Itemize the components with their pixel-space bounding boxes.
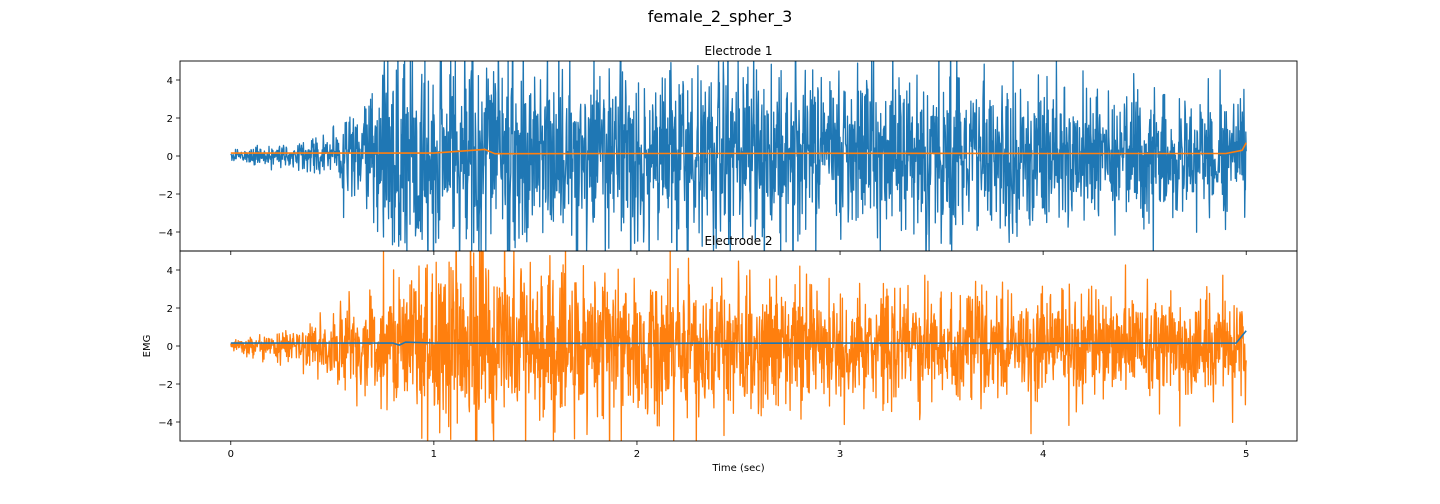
x-axis-label: Time (sec) bbox=[711, 463, 764, 474]
y-tick-label: −2 bbox=[158, 190, 173, 201]
y-tick-label: 2 bbox=[167, 114, 173, 125]
y-tick-label: 0 bbox=[167, 152, 173, 163]
figure-title: female_2_spher_3 bbox=[648, 7, 793, 27]
x-tick-label: 4 bbox=[1040, 449, 1046, 460]
electrode-2-title: Electrode 2 bbox=[704, 234, 772, 248]
envelope-line bbox=[230, 142, 1247, 155]
y-tick-label: −2 bbox=[158, 380, 173, 391]
x-tick-label: 0 bbox=[228, 449, 234, 460]
x-tick-label: 2 bbox=[634, 449, 640, 460]
y-axis-label: EMG bbox=[142, 335, 153, 358]
y-tick-label: 4 bbox=[167, 266, 173, 277]
envelope-line bbox=[230, 330, 1247, 346]
x-tick-label: 5 bbox=[1243, 449, 1249, 460]
y-tick-label: 2 bbox=[167, 304, 173, 315]
y-tick-label: 0 bbox=[167, 342, 173, 353]
y-tick-label: −4 bbox=[158, 228, 173, 239]
electrode-1-chart: −4 −2 0 2 4 Electrode 1 bbox=[158, 44, 1298, 255]
x-tick-label: 3 bbox=[837, 449, 843, 460]
y-tick-label: −4 bbox=[158, 418, 173, 429]
raw-emg-line bbox=[230, 251, 1247, 441]
electrode-2-chart: Time (sec) EMG −4 −2 0 2 4 0 1 2 3 4 5 Electrode 2 bbox=[142, 234, 1298, 474]
y-tick-label: 4 bbox=[167, 76, 173, 87]
x-tick-label: 1 bbox=[431, 449, 437, 460]
electrode-1-title: Electrode 1 bbox=[704, 44, 772, 58]
